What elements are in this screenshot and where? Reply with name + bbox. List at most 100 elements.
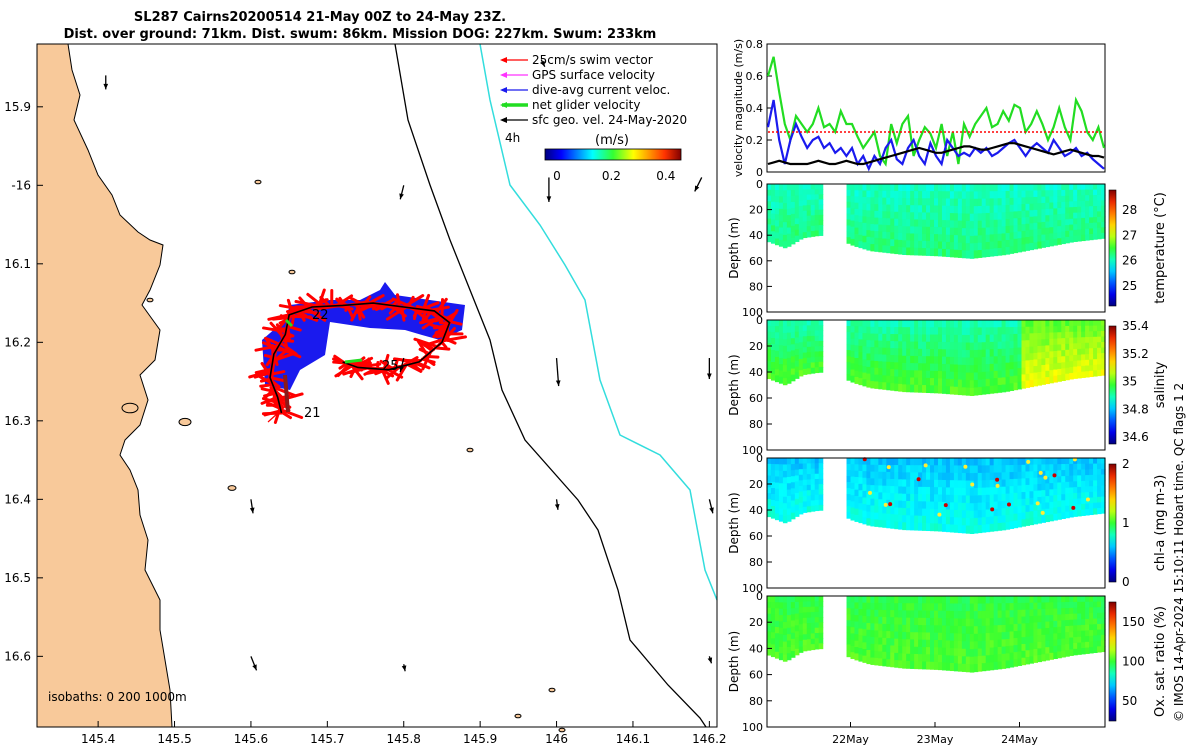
depth-cell <box>969 611 975 620</box>
colorbar-tick-label: 25 <box>1122 279 1137 293</box>
depth-cell <box>890 514 895 522</box>
depth-cell <box>850 458 856 465</box>
depth-cell <box>866 373 871 381</box>
depth-cell <box>1033 622 1038 630</box>
depth-cell <box>1069 510 1074 518</box>
depth-cell <box>846 189 852 197</box>
depth-cell <box>1085 206 1090 213</box>
depth-cell <box>1097 596 1102 603</box>
depth-cell <box>1045 502 1050 510</box>
depth-cell <box>977 603 983 612</box>
depth-cell <box>1053 501 1058 509</box>
depth-cell <box>926 501 931 510</box>
depth-cell <box>862 242 868 250</box>
depth-cell <box>782 320 788 328</box>
depth-cell <box>1017 609 1023 618</box>
depth-cell <box>902 205 907 213</box>
depth-cell <box>814 617 820 624</box>
colorbar-tick-label: 34.6 <box>1122 430 1149 444</box>
depth-cell <box>866 326 871 334</box>
depth-cell <box>981 342 987 351</box>
depth-cell <box>1057 184 1062 191</box>
depth-cell <box>1025 478 1031 486</box>
depth-cell <box>985 191 991 200</box>
depth-cell <box>810 199 816 206</box>
depth-cell <box>1049 614 1054 622</box>
depth-cell <box>1057 464 1062 471</box>
depth-cell <box>922 226 927 235</box>
depth-cell <box>1053 596 1058 603</box>
depth-cell <box>1021 492 1027 500</box>
depth-cell <box>926 494 931 503</box>
swim-vector <box>248 369 273 379</box>
depth-cell <box>1069 325 1074 333</box>
depth-cell <box>930 363 935 372</box>
swim-vector <box>417 340 429 357</box>
depth-cell <box>965 626 971 635</box>
depth-cell <box>874 320 879 328</box>
depth-cell <box>993 458 999 466</box>
depth-cell <box>937 479 943 488</box>
depth-cell <box>1005 362 1011 371</box>
depth-cell <box>1001 515 1007 524</box>
depth-cell <box>1037 503 1042 511</box>
depth-cell <box>778 227 784 235</box>
depth-cell <box>854 196 860 204</box>
depth-cell <box>930 341 935 350</box>
depth-cell <box>890 190 895 199</box>
depth-cell <box>1089 211 1094 218</box>
depth-cell <box>770 632 776 639</box>
depth-cell <box>870 464 875 473</box>
depth-cell <box>810 351 816 358</box>
depth-cell <box>993 647 999 656</box>
depth-cell <box>965 206 971 215</box>
depth-cell <box>870 478 875 486</box>
depth-cell <box>926 191 931 199</box>
depth-cell <box>862 359 868 367</box>
depth-cell <box>814 220 820 226</box>
depth-cell <box>934 219 939 228</box>
depth-cell <box>810 633 816 640</box>
depth-cell <box>973 250 979 259</box>
depth-cell <box>1037 320 1042 328</box>
depth-cell <box>1073 631 1078 638</box>
depth-cell <box>910 603 915 612</box>
depth-cell <box>1069 355 1074 362</box>
depth-cell <box>767 372 772 380</box>
depth-cell <box>969 649 975 658</box>
depth-cell <box>886 225 891 233</box>
depth-cell <box>1057 320 1062 327</box>
depth-cell <box>949 342 955 351</box>
depth-cell <box>774 202 780 209</box>
depth-cell <box>953 327 959 336</box>
depth-cell <box>918 191 923 199</box>
depth-cell <box>997 654 1003 663</box>
depth-cell <box>798 607 804 614</box>
depth-cell <box>1017 354 1023 362</box>
depth-cell <box>937 523 943 532</box>
depth-cell <box>870 623 875 631</box>
depth-cell <box>1057 368 1062 376</box>
depth-cell <box>1085 320 1090 327</box>
depth-cell <box>1097 635 1102 642</box>
depth-cell <box>814 601 820 608</box>
depth-cell <box>814 351 820 358</box>
depth-cell <box>1013 382 1019 391</box>
depth-cell <box>1069 596 1074 603</box>
depth-cell <box>1065 463 1070 471</box>
depth-cell <box>993 226 999 235</box>
depth-cell <box>957 596 963 605</box>
depth-cell <box>767 218 772 225</box>
chla-hotspot <box>1052 473 1057 478</box>
depth-cell <box>985 249 991 258</box>
depth-cell <box>1073 337 1078 344</box>
swim-vector <box>425 343 436 351</box>
depth-cell <box>886 197 891 206</box>
depth-cell <box>965 656 971 665</box>
depth-cell <box>1017 211 1023 219</box>
depth-cell <box>866 609 871 617</box>
depth-cell <box>941 334 947 343</box>
depth-cell <box>914 596 919 604</box>
depth-cell <box>1005 646 1011 654</box>
depth-cell <box>906 603 911 612</box>
